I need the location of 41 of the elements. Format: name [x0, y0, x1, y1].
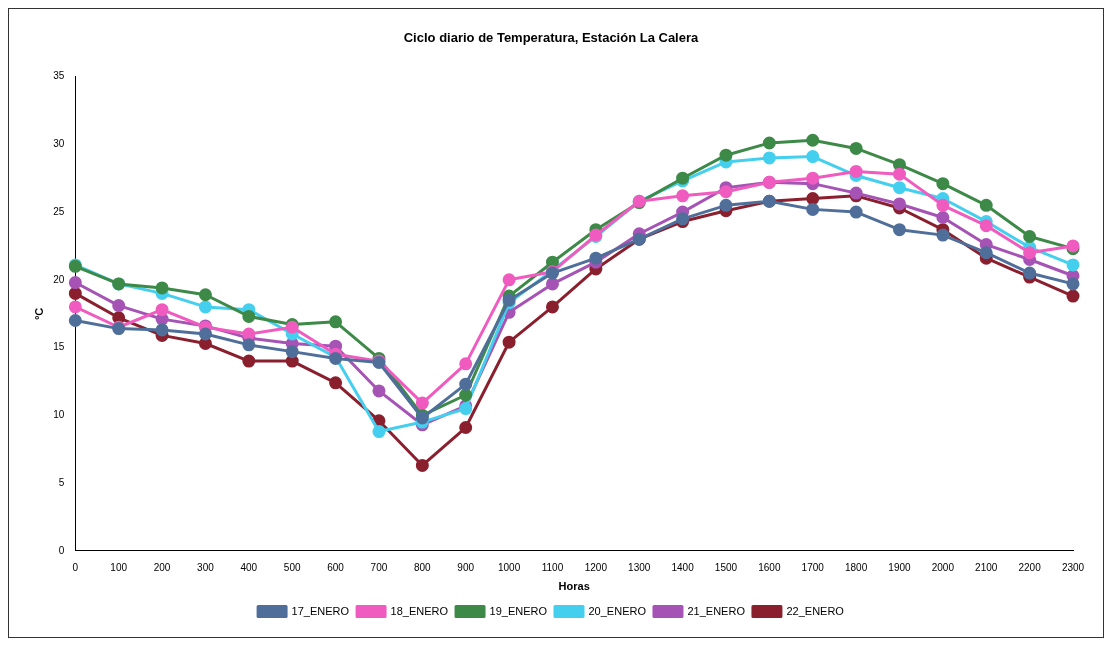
- y-tick-label: 20: [53, 273, 65, 285]
- x-tick-label: 1300: [628, 561, 651, 573]
- x-tick-label: 1400: [671, 561, 695, 573]
- x-tick-label: 2100: [975, 561, 998, 573]
- x-tick-label: 300: [197, 561, 215, 573]
- legend-label: 19_ENERO: [489, 604, 548, 617]
- legend-label: 20_ENERO: [588, 604, 647, 617]
- x-tick-label: 1100: [541, 561, 564, 573]
- y-tick-label: 10: [53, 409, 65, 421]
- x-tick-label: 2000: [931, 561, 955, 573]
- x-tick-label: 2200: [1018, 561, 1042, 573]
- legend-label: 18_ENERO: [390, 604, 449, 617]
- legend-label: 22_ENERO: [786, 604, 845, 617]
- x-tick-label: 200: [153, 561, 171, 573]
- y-axis-title: ºC: [32, 307, 45, 320]
- x-tick-label: 1700: [801, 561, 825, 573]
- x-tick-label: 900: [457, 561, 475, 573]
- y-tick-label: 0: [58, 544, 65, 556]
- x-tick-label: 2300: [1061, 561, 1085, 573]
- x-tick-label: 1600: [758, 561, 781, 573]
- y-tick-label: 30: [53, 138, 65, 150]
- x-tick-label: 600: [327, 561, 345, 573]
- legend-label: 21_ENERO: [687, 604, 746, 617]
- y-tick-label: 15: [53, 341, 65, 353]
- x-tick-label: 0: [72, 561, 79, 573]
- x-tick-label: 100: [110, 561, 128, 573]
- x-tick-label: 1000: [497, 561, 521, 573]
- x-tick-label: 800: [414, 561, 432, 573]
- chart-title: Ciclo diario de Temperatura, Estación La Calera: [403, 30, 700, 46]
- x-tick-label: 400: [240, 561, 258, 573]
- x-tick-label: 1900: [888, 561, 912, 573]
- x-tick-label: 1200: [584, 561, 608, 573]
- x-axis-title: Horas: [558, 580, 590, 593]
- y-tick-label: 35: [53, 70, 65, 82]
- y-tick-label: 5: [58, 476, 65, 488]
- legend-label: 17_ENERO: [291, 604, 350, 617]
- y-tick-label: 25: [53, 205, 65, 217]
- x-tick-label: 1800: [844, 561, 868, 573]
- x-tick-label: 700: [370, 561, 388, 573]
- x-tick-label: 1500: [714, 561, 738, 573]
- x-tick-label: 500: [283, 561, 301, 573]
